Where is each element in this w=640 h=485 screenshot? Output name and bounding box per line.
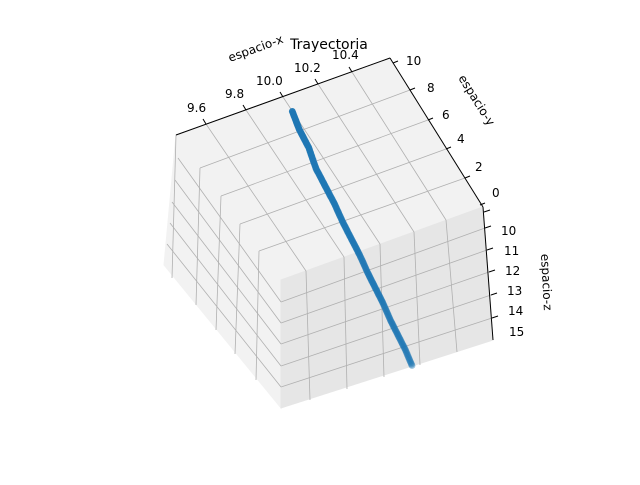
grid-line (280, 227, 486, 303)
grid-line (351, 71, 447, 221)
grid-line (245, 109, 345, 258)
x-tick-label: 10.0 (256, 74, 283, 88)
x-tick-label: 9.8 (225, 87, 244, 101)
z-tick-mark (483, 209, 491, 213)
z-tick-mark (491, 315, 499, 319)
x-tick-label: 10.4 (332, 48, 359, 62)
z-tick-mark (488, 269, 496, 273)
grid-line (174, 179, 282, 324)
data-point (400, 343, 408, 351)
x-tick-label: 9.6 (187, 101, 206, 115)
grid-line (171, 134, 177, 279)
y-tick-mark (427, 117, 434, 121)
y-tick-mark (445, 146, 452, 150)
y-tick-mark (392, 60, 399, 64)
grid-line (166, 243, 282, 388)
data-point (398, 340, 406, 347)
data-point (399, 341, 407, 349)
z-tick-label: 11 (504, 244, 519, 258)
grid-line (280, 294, 492, 367)
grid-line (255, 250, 260, 381)
grid-line (171, 201, 282, 345)
z-tick-label: 12 (505, 264, 520, 278)
x-tick-mark (348, 66, 353, 73)
x-tick-mark (314, 78, 319, 85)
y-tick-label: 10 (406, 54, 421, 68)
z-tick-label: 15 (509, 325, 524, 339)
grid-line (234, 223, 241, 355)
tick-marks (202, 60, 499, 319)
data-point (408, 360, 415, 368)
grid-line (239, 148, 447, 225)
y-axis-label: espacio-y (455, 72, 497, 128)
x-axis-label: espacio-x (226, 32, 285, 65)
grid-line (280, 249, 488, 324)
y-tick-label: 6 (442, 108, 450, 122)
y-tick-label: 2 (475, 160, 483, 174)
z-tick-label: 13 (507, 284, 522, 298)
data-point (405, 355, 413, 363)
y-tick-label: 8 (427, 81, 435, 95)
x-tick-mark (202, 118, 207, 125)
data-point (401, 345, 409, 352)
z-tick-label: 14 (508, 304, 523, 318)
grid-line (199, 89, 411, 169)
trajectory-points (288, 108, 416, 369)
z-axis-label: espacio-z (538, 253, 555, 310)
y-tick-mark (464, 175, 471, 179)
z-tick-mark (486, 247, 494, 251)
data-point (406, 356, 414, 364)
y-tick-label: 0 (492, 186, 500, 200)
y-axis-line (389, 57, 484, 208)
grid-line (317, 83, 415, 233)
data-point (402, 347, 410, 355)
grid-line (413, 231, 421, 366)
tick-labels: 9.6 9.8 10.0 10.2 10.4 0 2 4 6 8 10 10 1… (187, 48, 524, 339)
z-axis-line (482, 206, 494, 341)
data-point (405, 354, 412, 361)
z-tick-mark (490, 292, 498, 296)
y-tick-label: 4 (457, 132, 465, 146)
x-tick-mark (242, 104, 247, 111)
data-point (400, 342, 407, 350)
data-point (406, 358, 414, 365)
x-tick-mark (279, 91, 284, 98)
y-tick-mark (409, 87, 416, 91)
grid-line (258, 177, 466, 252)
chart-title: Trayectoria (289, 37, 368, 53)
grid-line (169, 222, 282, 367)
grid-line (177, 157, 282, 303)
data-point (404, 351, 411, 359)
data-point (404, 352, 412, 360)
data-point (407, 359, 415, 367)
data-point (401, 346, 409, 354)
grid-line (280, 317, 493, 388)
z-tick-mark (484, 225, 492, 229)
grid-line (220, 119, 429, 197)
data-point (403, 348, 410, 356)
grid-line (205, 123, 307, 272)
data-point (403, 350, 411, 357)
y-tick-mark (479, 202, 486, 206)
z-tick-label: 10 (501, 224, 516, 238)
x-tick-label: 10.2 (294, 61, 321, 75)
data-point (408, 362, 416, 369)
